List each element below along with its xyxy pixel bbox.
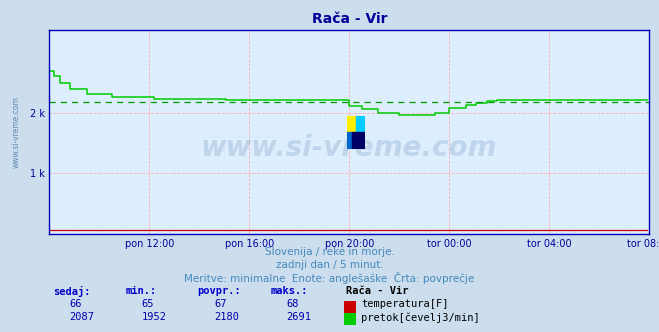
Bar [347,116,356,132]
Text: 65: 65 [142,299,154,309]
Bar [352,132,365,149]
Text: min.:: min.: [125,286,156,296]
Bar [347,132,352,149]
Text: 67: 67 [214,299,227,309]
Text: www.si-vreme.com: www.si-vreme.com [201,134,498,162]
Text: sedaj:: sedaj: [53,286,90,297]
Text: 68: 68 [287,299,299,309]
Text: 66: 66 [69,299,82,309]
Text: 2691: 2691 [287,312,312,322]
Text: 1952: 1952 [142,312,167,322]
Text: zadnji dan / 5 minut.: zadnji dan / 5 minut. [275,260,384,270]
Text: pretok[čevelj3/min]: pretok[čevelj3/min] [361,312,480,323]
Text: temperatura[F]: temperatura[F] [361,299,449,309]
Text: Rača - Vir: Rača - Vir [346,286,409,296]
Text: povpr.:: povpr.: [198,286,241,296]
Text: 2180: 2180 [214,312,239,322]
Text: www.si-vreme.com: www.si-vreme.com [12,96,21,168]
Text: maks.:: maks.: [270,286,308,296]
Text: 2087: 2087 [69,312,94,322]
Text: Slovenija / reke in morje.: Slovenija / reke in morje. [264,247,395,257]
Title: Rača - Vir: Rača - Vir [312,12,387,26]
Text: Meritve: minimalne  Enote: anglešaške  Črta: povprečje: Meritve: minimalne Enote: anglešaške Črt… [185,272,474,284]
Bar [356,116,365,132]
